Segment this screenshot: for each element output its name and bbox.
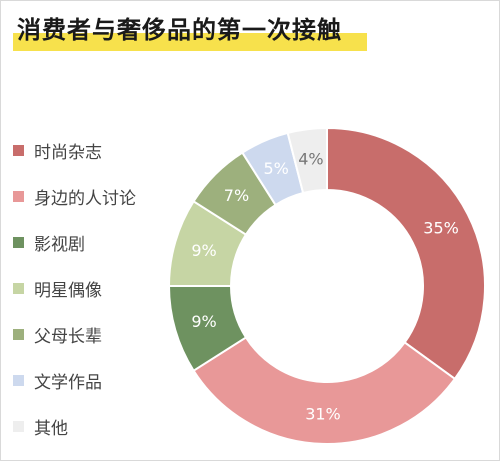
legend: 时尚杂志身边的人讨论 影视剧明星偶像父母长辈文学作品其他 <box>13 127 183 449</box>
legend-label: 身边的人讨论 <box>34 188 136 209</box>
donut-slice <box>192 336 457 445</box>
legend-label: 文学作品 <box>34 372 102 393</box>
legend-swatch <box>13 144 24 156</box>
legend-label: 时尚杂志 <box>34 142 102 163</box>
legend-item: 父母长辈 <box>13 311 183 357</box>
slice-value-label: 31% <box>305 404 341 423</box>
donut-chart: 35% 31% 9% 9% 7% 5% 4% <box>167 126 486 445</box>
legend-swatch <box>13 190 24 202</box>
title-container: 消费者与奢侈品的第一次接触 <box>13 11 348 47</box>
legend-label: 父母长辈 <box>34 326 102 347</box>
legend-swatch <box>13 420 24 432</box>
slice-value-label: 4% <box>298 150 323 169</box>
slice-value-label: 9% <box>191 241 216 260</box>
legend-item: 明星偶像 <box>13 265 183 311</box>
legend-swatch <box>13 236 24 248</box>
chart-title: 消费者与奢侈品的第一次接触 <box>17 16 342 44</box>
donut-slice <box>326 126 486 381</box>
title-highlight <box>13 33 367 51</box>
slice-value-label: 9% <box>191 312 216 331</box>
legend-item: 身边的人讨论 <box>13 173 183 219</box>
donut-slice <box>286 126 328 195</box>
slice-value-label: 7% <box>224 186 249 205</box>
legend-label: 影视剧 <box>34 234 85 255</box>
legend-item: 其他 <box>13 403 183 449</box>
legend-item: 文学作品 <box>13 357 183 403</box>
legend-label: 其他 <box>34 418 68 439</box>
slice-value-label: 35% <box>423 218 459 237</box>
legend-swatch <box>13 328 24 340</box>
legend-item: 影视剧 <box>13 219 183 265</box>
slice-value-label: 5% <box>263 159 288 178</box>
legend-swatch <box>13 374 24 386</box>
legend-swatch <box>13 282 24 294</box>
legend-label: 明星偶像 <box>34 280 102 301</box>
legend-item: 时尚杂志 <box>13 127 183 173</box>
